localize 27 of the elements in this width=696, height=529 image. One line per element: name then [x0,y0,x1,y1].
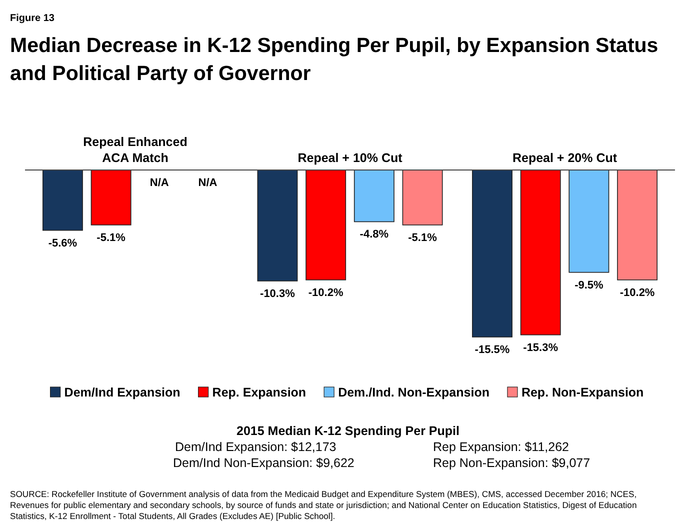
text: Dem/Ind Expansion: $12,173 [175,440,336,454]
legend-label: Dem./Ind. Non-Expansion [338,386,490,400]
chart-subtitle: Figure 13 [10,13,55,24]
data-label: -10.3% [260,288,296,300]
data-label: -4.8% [360,228,389,241]
x-tick-label: Repeal Enhanced ACA Match [83,135,188,165]
source-note: SOURCE: Rockefeller Institute of Government analysis of data from the Medicaid Budget and Expenditure System (MBES), CMS, accessed December 2016; NCES, Revenues for public elementary and secondary schools, by source of funds and state or jurisdiction; and National Center on Education Statistics, Digest of Education Statistics, K-12 Enrollment - Total Students, All Grades (Excludes AE) [Public School]. [10,489,637,521]
legend-label: Rep. Expansion [212,386,306,400]
x-tick-label: Repeal + 10% Cut [298,151,404,165]
text: Rep Non-Expansion: $9,077 [433,456,590,470]
text: Rep Expansion: $11,262 [433,440,570,454]
data-label: -5.6% [48,237,78,250]
data-label: -9.5% [574,279,604,292]
legend-label: Dem/Ind Expansion [64,386,180,400]
text: Dem/Ind Non-Expansion: $9,622 [173,456,354,470]
text: N/A [198,177,218,189]
legend-label: Rep. Non-Expansion [521,386,644,400]
data-label: -10.2% [620,286,655,299]
text: 2015 Median K-12 Spending Per Pupil [236,424,460,438]
data-label: -15.3% [523,342,558,354]
chart-title: Median Decrease in K-12 Spending Per Pupil, by Expansion Status and Political Party of Governor [10,34,658,85]
text: N/A [150,177,169,189]
data-label: -10.2% [308,286,344,299]
data-label: -15.5% [474,344,510,356]
x-tick-label: Repeal + 20% Cut [512,151,618,165]
data-label: -5.1% [408,232,438,244]
data-label: -5.1% [96,232,126,244]
